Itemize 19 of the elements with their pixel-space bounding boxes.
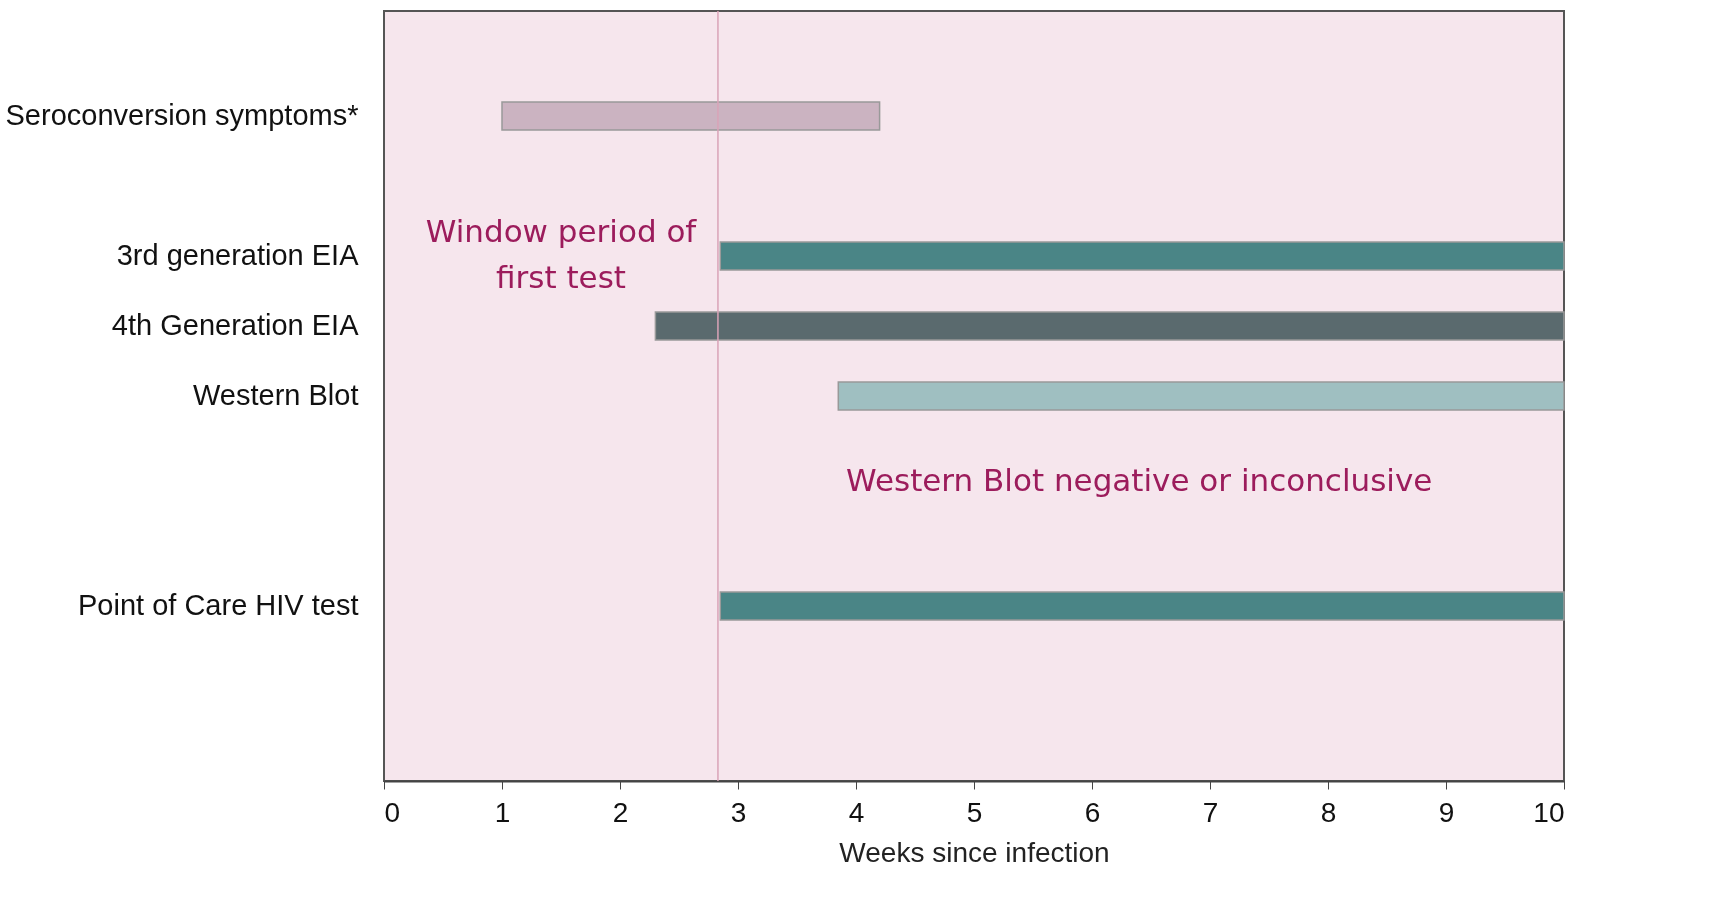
y-tick-label: Western Blot: [193, 379, 359, 411]
y-tick-label: 3rd generation EIA: [116, 239, 360, 271]
x-tick-label: 10: [1533, 796, 1565, 828]
x-tick-label: 8: [1320, 796, 1337, 828]
x-tick-label: 1: [494, 796, 511, 828]
y-tick-label: Point of Care HIV test: [78, 589, 359, 621]
x-tick-label: 6: [1084, 796, 1101, 828]
y-tick-label: Seroconversion symptoms*: [5, 99, 359, 131]
x-tick-label: 2: [612, 796, 629, 828]
x-tick-label: 7: [1202, 796, 1219, 828]
x-tick-label: 3: [730, 796, 747, 828]
x-tick-label: 4: [848, 796, 865, 828]
annotation: Window period of first test: [425, 213, 698, 295]
x-tick-label: 9: [1438, 796, 1455, 828]
x-axis-title: Weeks since infection: [839, 836, 1110, 868]
x-tick-label: 0: [384, 796, 401, 828]
y-tick-label: 4th Generation EIA: [111, 309, 360, 341]
x-tick-label: 5: [966, 796, 983, 828]
annotation: Western Blot negative or inconclusive: [846, 462, 1433, 498]
